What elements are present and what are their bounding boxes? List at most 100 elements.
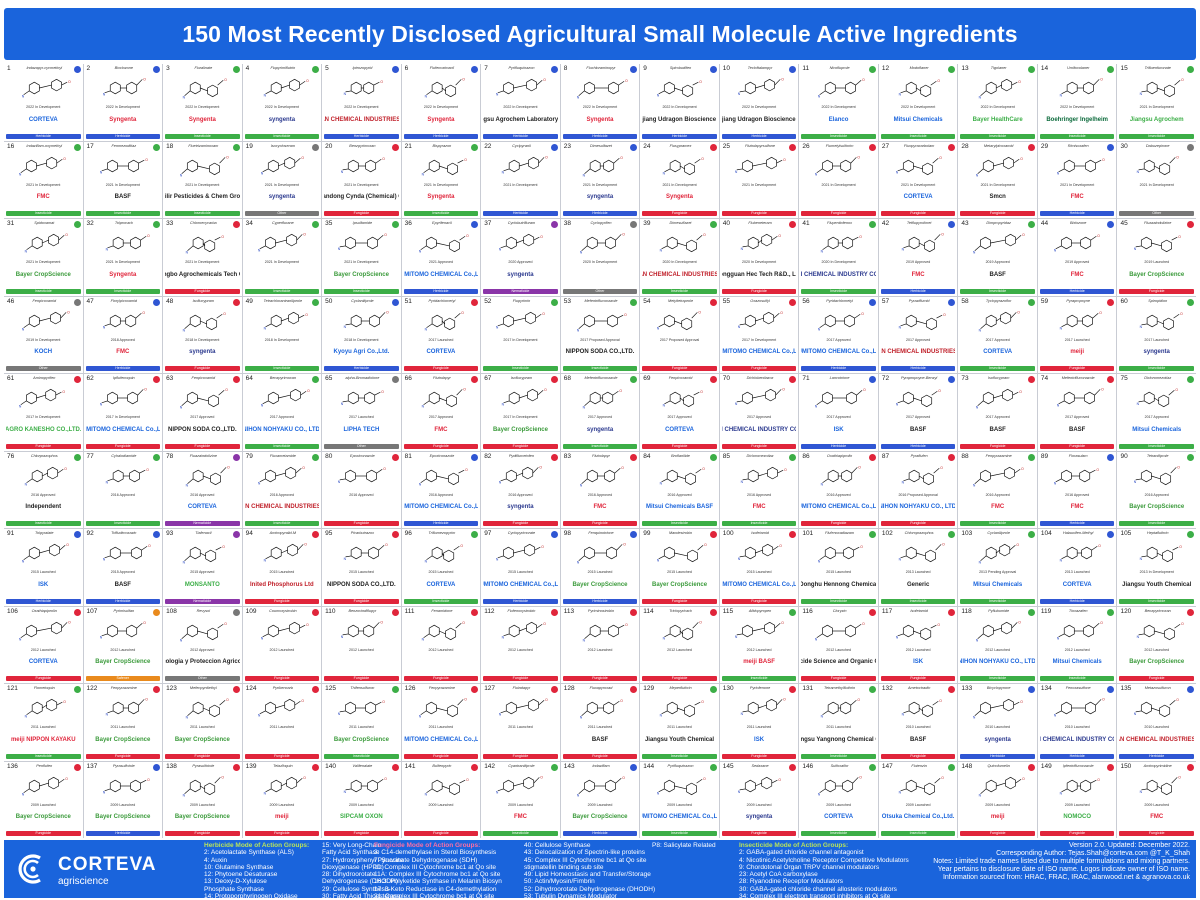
svg-text:N: N [421, 172, 424, 176]
molecule-structure-icon: ON [183, 775, 225, 797]
ingredient-cell: 73 Isoflucypram O N 2017 Approved BASF Fungici… [958, 374, 1037, 451]
company-logo: Syngenta [109, 271, 137, 278]
ingredient-name: Triflumezopyrim [428, 531, 456, 535]
insecticide-legend-item: 9: Chordotonal Organ TRPV channel modula… [739, 863, 880, 871]
ingredient-name: Fluindapyrsulfone [745, 143, 776, 148]
molecule-structure-icon: ON [657, 80, 703, 98]
molecule-structure-icon: ON [979, 310, 1021, 332]
ingredient-name: Tetflupyrolimet [906, 221, 932, 225]
ingredient-number: 8 [563, 65, 568, 72]
category-bar: Insecticide [85, 288, 161, 294]
company-logo [245, 346, 320, 359]
svg-text:N: N [818, 560, 821, 564]
svg-text:N: N [105, 248, 108, 252]
disclosure-status: 2019 Approved [985, 260, 1010, 264]
ingredient-cell: 119 Tioxazafen O N 2012 Launched Mitsui Chemi… [1037, 606, 1117, 683]
company-logo: Bayer CropScience [95, 814, 151, 820]
svg-text:O: O [301, 156, 304, 160]
company-logo: Bayer CropScience [1129, 504, 1185, 510]
category-bar: Fungicide [403, 443, 479, 449]
disclosure-status: 2016 Approved [428, 492, 454, 497]
company-logo: Otsuka Chemical Co.,Ltd. [881, 814, 955, 820]
ingredient-number: 75 [1120, 375, 1128, 382]
svg-text:O: O [223, 312, 226, 316]
molecule-structure-icon: ON [338, 233, 387, 251]
ingredient-name: Flufenoxystrobin [507, 608, 536, 613]
svg-text:O: O [1097, 234, 1100, 238]
ingredient-number: 36 [404, 220, 412, 227]
svg-text:N: N [663, 171, 666, 175]
company-logo: Independent [25, 504, 62, 510]
disclosure-status: 2021 In Development [344, 182, 379, 187]
ingredient-name: Fenpicoxamid [191, 376, 216, 380]
svg-text:N: N [1140, 557, 1143, 561]
svg-text:O: O [783, 697, 786, 701]
ingredient-cell: 145 Sedaxane O N 2009 Launched syngenta Fungic… [719, 761, 799, 838]
molecule-structure-icon: ON [735, 387, 785, 406]
ingredient-cell: 98 Fenquinotrione O N 2015 Launched Bayer Cro… [560, 529, 640, 606]
company-logo: BASF [591, 736, 609, 743]
ingredient-name: Flupyrimin [512, 298, 531, 303]
ingredient-name: Pyrimisulfan [113, 608, 135, 613]
category-bar: Herbicide [324, 366, 399, 371]
ingredient-name: Tebufloquin [273, 763, 293, 768]
molecule-structure-icon: ON [582, 623, 628, 642]
molecule-structure-icon: ON [421, 158, 467, 177]
ingredient-number: 87 [881, 452, 890, 460]
disclosure-status: 2022 In Development [741, 105, 777, 109]
svg-text:O: O [1023, 777, 1026, 781]
ingredient-name: Benzpyrimoxan [269, 376, 296, 380]
svg-text:O: O [778, 234, 781, 238]
ingredient-number: 144 [643, 762, 655, 770]
svg-text:O: O [940, 466, 943, 470]
disclosure-status: 2011 Launched [110, 725, 136, 729]
company-logo: Mitsui Chemicals [1132, 426, 1182, 433]
ingredient-number: 89 [1040, 452, 1049, 460]
ingredient-name: Isocycloseram [270, 143, 295, 148]
ingredient-name: Dabuzepirone [1145, 143, 1170, 148]
disclosure-status: 2010 Launched [1144, 725, 1170, 729]
company-logo: NIPPON SODA CO.,LTD. [327, 581, 396, 588]
svg-text:O: O [68, 80, 71, 84]
ingredient-name: Isoflucypram [510, 376, 533, 380]
ingredient-name: Dimpropyridaz [986, 221, 1011, 225]
herbicide-legend-item: Dehydrogenase (DHODH) [322, 878, 398, 886]
svg-text:O: O [858, 155, 861, 159]
ingredient-cell: 102 Chloroprazophos O N 2013 Launched Generic… [878, 529, 958, 606]
svg-text:O: O [301, 699, 304, 703]
ingredient-number: 27 [881, 142, 890, 150]
molecule-structure-icon: ON [579, 232, 625, 254]
moa-group-badge [868, 376, 876, 383]
disclosure-status: 2016 Proposed Approval [898, 492, 938, 497]
company-logo: Zhejiang Udragon Bioscience Co. [722, 116, 797, 123]
svg-text:O: O [144, 387, 147, 391]
disclosure-status: 2021 In Development [901, 182, 936, 187]
svg-text:O: O [782, 387, 785, 391]
svg-text:O: O [380, 620, 383, 624]
ingredient-name: Spirobudifen [669, 66, 692, 70]
ingredient-cell: 8 Fluchloraminopyr O N 2022 In Development Sy… [560, 64, 640, 141]
molecule-structure-icon: ON [421, 621, 465, 641]
company-logo: syngenta [984, 736, 1011, 743]
moa-group-badge [312, 298, 320, 306]
moa-group-badge [1027, 298, 1035, 306]
molecule-structure-icon: ON [105, 697, 148, 716]
ingredient-number: 68 [563, 375, 571, 382]
svg-text:N: N [1060, 94, 1063, 98]
company-logo: SUMITOMO CHEMICAL Co.,Ltd. [404, 504, 479, 510]
corteva-logo[interactable]: CORTEVA agriscience [8, 846, 208, 892]
molecule-structure-icon: ON [341, 390, 385, 406]
moa-group-badge [948, 531, 956, 538]
company-logo: BASF [1069, 426, 1086, 433]
svg-text:N: N [901, 713, 904, 717]
moa-group-badge [948, 66, 956, 73]
moa-group-badge [73, 221, 81, 228]
company-logo: FMC [593, 504, 607, 510]
moa-group-badge [1107, 376, 1115, 383]
ingredient-name: Dicloromezotiaz [1144, 376, 1172, 380]
disclosure-status: 2015 Approved [110, 570, 135, 574]
ingredient-number: 62 [86, 375, 94, 382]
svg-text:N: N [577, 793, 580, 797]
